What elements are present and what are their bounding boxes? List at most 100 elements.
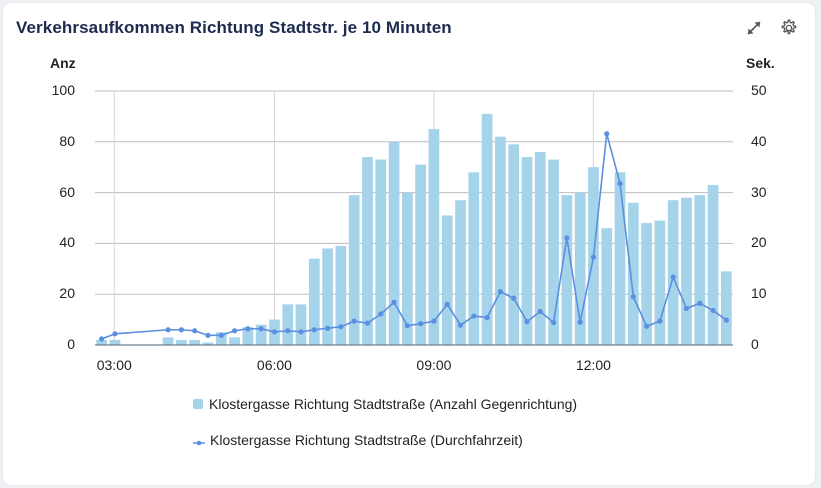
bar: [627, 202, 639, 345]
y-tick-left: 100: [51, 82, 75, 98]
bar: [707, 184, 719, 345]
line-point: [683, 305, 690, 312]
chart-title: Verkehrsaufkommen Richtung Stadtstr. je …: [16, 18, 452, 37]
line-point: [644, 323, 650, 329]
expand-icon: [747, 21, 761, 35]
line-point: [258, 326, 264, 332]
line-point: [298, 329, 304, 335]
line-point: [418, 321, 424, 327]
bar: [667, 200, 679, 345]
line-point: [404, 323, 410, 329]
line-point: [364, 320, 371, 326]
line-point: [311, 327, 317, 333]
legend-item-anzahl[interactable]: Klostergasse Richtung Stadtstraße (Anzah…: [193, 396, 577, 412]
line-point: [285, 328, 291, 334]
bar: [96, 339, 107, 345]
bar: [176, 339, 187, 345]
bar: [561, 195, 573, 345]
line-point: [710, 307, 716, 314]
bar: [428, 129, 440, 345]
y-tick-right: 30: [751, 183, 767, 200]
bar: [308, 258, 320, 345]
bar: [215, 332, 227, 345]
line-point: [564, 235, 570, 241]
bar: [681, 197, 692, 345]
bar: [455, 200, 466, 345]
line-point: [444, 301, 450, 307]
line-point: [271, 329, 278, 335]
line-point: [178, 327, 184, 333]
bar: [481, 113, 493, 345]
legend-line-swatch-icon: [193, 435, 205, 446]
bar: [162, 337, 174, 345]
bar: [282, 304, 294, 345]
line-point: [590, 254, 597, 260]
line-point: [577, 319, 583, 325]
line-point: [378, 311, 384, 317]
y-tick-left: 60: [59, 183, 75, 200]
y-axis-title-left: Anz: [50, 55, 76, 71]
gear-icon: [781, 19, 797, 35]
bar: [348, 195, 360, 345]
bar: [654, 220, 666, 345]
line-point: [511, 295, 517, 301]
line-point: [670, 274, 676, 280]
bar: [508, 144, 520, 345]
y-tick-right: 0: [751, 336, 759, 352]
y-tick-left: 0: [67, 336, 75, 352]
bar: [415, 164, 426, 345]
line-point: [205, 332, 211, 338]
line-point: [484, 314, 490, 321]
y-tick-left: 80: [59, 132, 75, 149]
legend-item-durchfahrzeit[interactable]: Klostergasse Richtung Stadtstraße (Durch…: [193, 432, 523, 448]
legend-label: Klostergasse Richtung Stadtstraße (Anzah…: [209, 396, 578, 412]
line-point: [231, 328, 238, 334]
bar: [694, 195, 706, 345]
line-point: [112, 331, 118, 337]
bar: [109, 339, 121, 345]
bar: [362, 157, 373, 345]
y-tick-right: 10: [751, 285, 767, 302]
y-tick-left: 20: [59, 285, 75, 302]
bar: [229, 337, 240, 345]
bar: [202, 342, 214, 345]
chart-card: Verkehrsaufkommen Richtung Stadtstr. je …: [3, 3, 815, 485]
bar: [375, 159, 387, 345]
line-point: [218, 332, 224, 338]
bar: [601, 228, 613, 345]
x-tick: 09:00: [416, 357, 452, 373]
bar: [614, 172, 626, 345]
line-point: [723, 317, 729, 323]
expand-button[interactable]: [744, 18, 764, 38]
line-point: [431, 318, 437, 324]
line-point: [391, 299, 397, 305]
line-point: [524, 319, 530, 325]
line-point: [192, 328, 198, 334]
line-point: [604, 131, 610, 137]
bar: [534, 151, 546, 345]
bar: [574, 192, 586, 345]
plot-area: [95, 90, 733, 346]
line-point: [338, 324, 344, 330]
line-point: [245, 326, 251, 332]
legend-bar-swatch-icon: [193, 399, 203, 409]
line-point: [497, 289, 503, 295]
line-point: [99, 336, 105, 342]
bar: [335, 245, 347, 345]
line-point: [351, 318, 357, 324]
legend-label: Klostergasse Richtung Stadtstraße (Durch…: [210, 432, 523, 448]
bar: [441, 215, 453, 345]
line-point: [657, 318, 663, 324]
line-point: [550, 320, 557, 326]
line-point: [630, 294, 636, 300]
line-point: [617, 180, 623, 187]
line-point: [697, 300, 703, 306]
bar: [495, 136, 506, 345]
y-tick-left: 40: [59, 234, 75, 251]
bar: [189, 339, 201, 345]
bar: [388, 141, 400, 345]
y-axis-title-right: Sek.: [746, 55, 775, 71]
line-point: [457, 322, 464, 328]
y-tick-right: 20: [751, 234, 767, 251]
settings-button[interactable]: [779, 18, 799, 38]
